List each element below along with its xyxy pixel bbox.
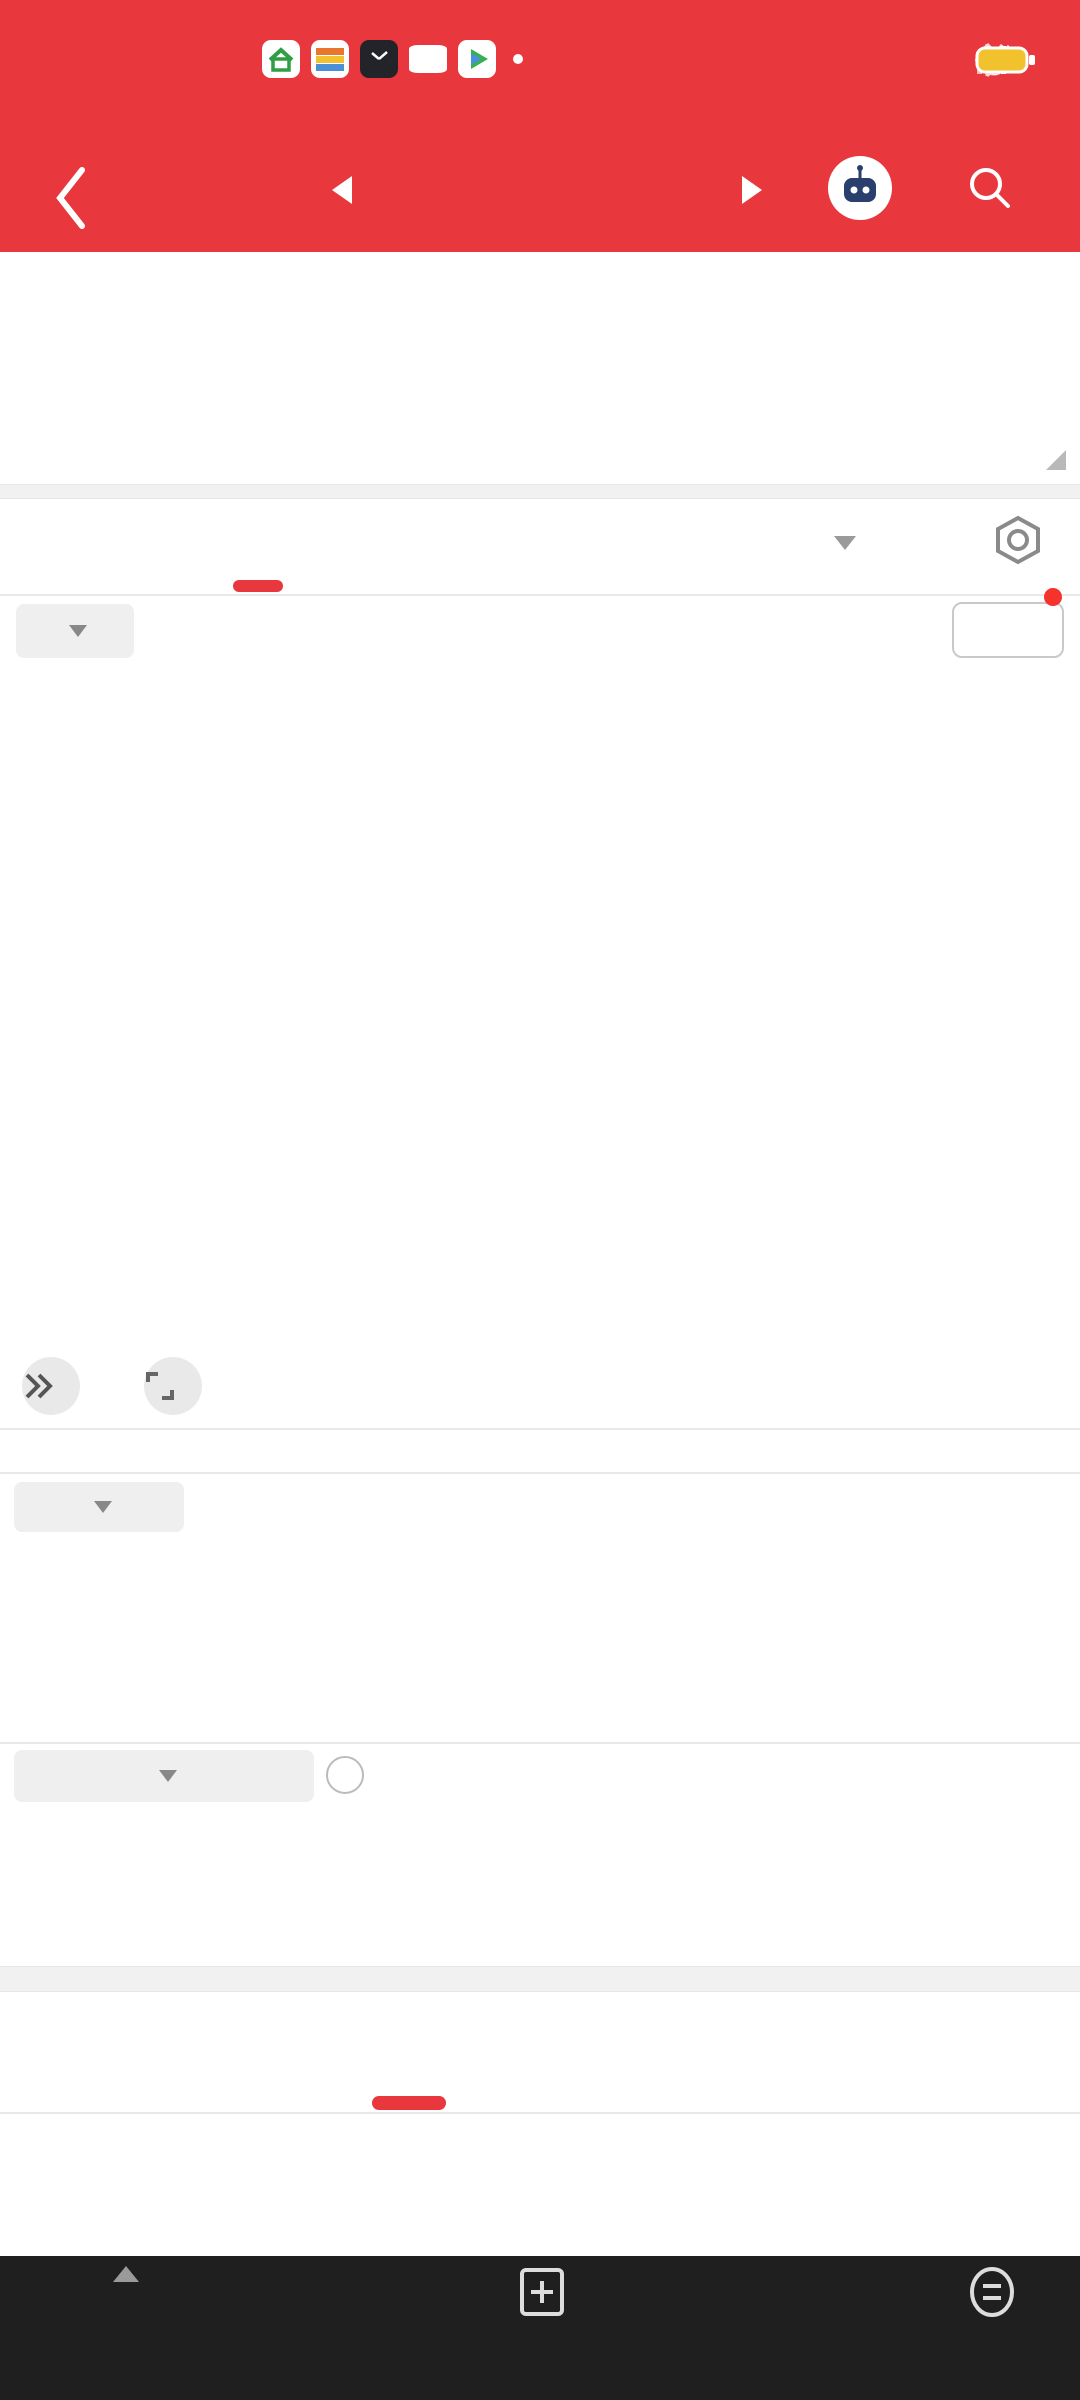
- section-divider: [0, 1966, 1080, 1992]
- chart-settings-icon[interactable]: [990, 512, 1046, 568]
- divider: [0, 2112, 1080, 2114]
- divider: [0, 1428, 1080, 1430]
- more-dropdown-icon: [834, 536, 856, 550]
- divider: [0, 1472, 1080, 1474]
- fullscreen-icon: [146, 1372, 174, 1400]
- caret-down-icon: [69, 625, 87, 637]
- add-watchlist-icon[interactable]: [516, 2266, 568, 2318]
- double-chevron-icon: [25, 1373, 53, 1399]
- tab-more[interactable]: [826, 520, 856, 559]
- volume-indicator-button[interactable]: [14, 1482, 184, 1532]
- candlestick-chart[interactable]: [0, 687, 1080, 1428]
- active-tab-underline: [233, 580, 283, 592]
- expand-quote-icon[interactable]: [1046, 450, 1066, 470]
- back-button[interactable]: [44, 160, 100, 236]
- wallet-app-icon: [311, 40, 349, 78]
- chips-button[interactable]: [952, 602, 1064, 658]
- fullscreen-button[interactable]: [144, 1357, 202, 1415]
- next-stock-icon[interactable]: [742, 176, 762, 204]
- ma-selector-button[interactable]: [16, 604, 134, 658]
- status-icons: [975, 40, 1035, 80]
- video-app-icon: [458, 40, 496, 78]
- active-news-tab-underline: [372, 2096, 446, 2110]
- prev-stock-icon[interactable]: [332, 176, 352, 204]
- fast-forward-button[interactable]: [22, 1357, 80, 1415]
- caret-down-icon: [94, 1501, 112, 1513]
- notification-app-icons: [262, 40, 523, 78]
- macd-indicator-button[interactable]: [14, 1750, 314, 1802]
- section-divider: [0, 484, 1080, 499]
- assistant-robot-icon[interactable]: [828, 156, 892, 220]
- notification-dot-icon: [513, 54, 523, 64]
- divider: [0, 594, 1080, 596]
- search-icon[interactable]: [962, 160, 1018, 216]
- header-background: [0, 0, 1080, 252]
- stock-switch-up-icon[interactable]: [113, 2266, 139, 2282]
- caret-down-icon: [159, 1770, 177, 1782]
- functions-icon[interactable]: [966, 2266, 1018, 2318]
- toutiao-app-icon: [409, 40, 447, 78]
- clock-app-icon: [360, 40, 398, 78]
- notification-badge: [1044, 588, 1062, 606]
- bottom-navigation: [0, 2256, 1080, 2400]
- help-icon[interactable]: [326, 1756, 364, 1794]
- battery-icon: [975, 46, 1035, 74]
- ai-home-app-icon: [262, 40, 300, 78]
- divider: [0, 1742, 1080, 1744]
